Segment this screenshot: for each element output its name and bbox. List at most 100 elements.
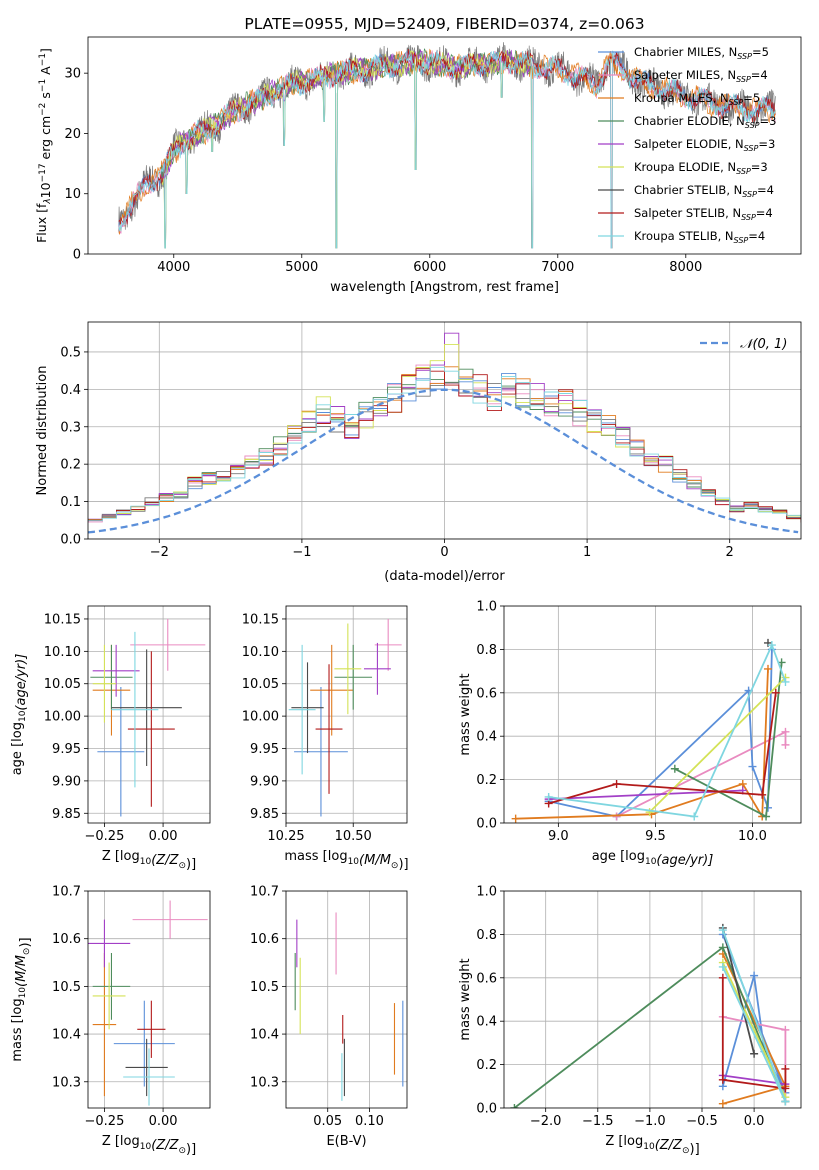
panel-z-mass: −0.25 0.00 10.3 10.4 10.5 10.6 10.7 Z [log10(Z/… [10, 885, 211, 1157]
y-tick-label: 1.0 [476, 885, 497, 900]
errorbar-salpeter-stelib [315, 664, 343, 794]
axes-frame [87, 321, 802, 540]
errorbar-kroupa-stelib [123, 1048, 175, 1106]
x-tick-label: 6000 [413, 260, 446, 275]
x-tick-label: 1 [583, 545, 591, 560]
errorbar-chabrier-elodie [334, 644, 373, 710]
x-axis-label: E(B-V) [326, 1134, 366, 1149]
y-tick-label: 9.90 [250, 774, 279, 789]
x-tick-label: −0.25 [85, 1114, 125, 1129]
legend-label: Chabrier STELIB, NSSP=4 [634, 183, 774, 199]
y-tick-label: 0.2 [476, 1058, 497, 1073]
series-line-kroupa-stelib [118, 50, 776, 249]
weight-marker [544, 792, 553, 801]
weight-marker [612, 812, 621, 821]
weight-series-chabrier-stelib [718, 923, 759, 1058]
errorbar-kroupa-miles [92, 953, 117, 1097]
y-axis-label: mass weight [458, 673, 473, 755]
errorbar-kroupa-stelib [111, 631, 159, 788]
y-tick-label: 10.3 [52, 1075, 81, 1090]
y-tick-label: 30 [64, 67, 81, 82]
errorbar-salpeter-elodie [92, 644, 140, 697]
y-tick-label: 0.3 [60, 420, 81, 435]
weight-marker [771, 688, 780, 697]
x-axis-label: Z [log10(Z/Z⊙)] [605, 1134, 699, 1157]
errorbar-chabrier-elodie [92, 953, 131, 1020]
weight-marker [781, 740, 790, 749]
chart-title: PLATE=0955, MJD=52409, FIBERID=0374, z=0… [244, 15, 644, 33]
weight-marker [718, 926, 727, 935]
axes-frame [285, 605, 408, 824]
y-tick-label: 0.6 [476, 686, 497, 701]
weight-marker [781, 677, 790, 686]
y-tick-label: 9.85 [52, 807, 81, 822]
x-tick-label: 5000 [285, 260, 318, 275]
weight-marker [750, 1049, 759, 1058]
y-tick-label: 10.3 [250, 1075, 279, 1090]
y-tick-label: 10.6 [52, 932, 81, 947]
x-tick-label: −1.0 [634, 1114, 666, 1129]
weight-marker [758, 790, 767, 799]
errorbar-salpeter-miles [130, 618, 206, 671]
y-tick-label: 20 [64, 127, 81, 142]
weight-line [548, 692, 777, 805]
errorbar-chabrier-miles [97, 686, 145, 817]
plot-area-residuals [88, 322, 801, 539]
y-axis-label: Flux [fλ10−17 erg cm−2 s−1 A−1] [34, 48, 53, 243]
weight-series-salpeter-stelib [544, 688, 780, 808]
x-tick-label: 7000 [541, 260, 574, 275]
y-tick-label: 0.0 [60, 533, 81, 548]
panel-age-weight: 9.0 9.5 10.0 0.0 0.2 0.4 0.6 0.8 1.0 age [log10(a… [458, 600, 802, 868]
y-tick-label: 9.95 [52, 742, 81, 757]
x-axis-label: Z [log10(Z/Z⊙)] [102, 1134, 196, 1157]
y-tick-label: 0.1 [60, 495, 81, 510]
plot-area-z-age [88, 606, 210, 823]
errorbar-kroupa-elodie [334, 623, 362, 715]
weight-marker [767, 641, 776, 650]
weight-marker [690, 812, 699, 821]
weight-line [722, 1074, 786, 1085]
weight-marker [511, 814, 520, 823]
x-tick-label: 8000 [669, 260, 702, 275]
x-tick-label: −0.25 [85, 829, 125, 844]
x-tick-label: 0.05 [313, 1114, 342, 1129]
x-tick-label: 10.0 [738, 829, 767, 844]
legend-label: Kroupa MILES, NSSP=5 [634, 91, 760, 107]
legend-label: Kroupa ELODIE, NSSP=3 [634, 160, 768, 176]
x-tick-label: 0.00 [149, 1114, 178, 1129]
y-tick-label: 10.10 [44, 645, 81, 660]
y-tick-label: 0.5 [60, 345, 81, 360]
y-tick-label: 0.4 [60, 383, 81, 398]
weight-series-salpeter-stelib [718, 973, 790, 1093]
y-tick-label: 0.8 [476, 643, 497, 658]
axes-frame [285, 890, 408, 1109]
y-tick-label: 10.4 [52, 1028, 81, 1043]
weight-line [548, 642, 787, 818]
errorbar-chabrier-elodie [90, 644, 133, 710]
y-axis-label: mass [log10(M/M⊙)] [10, 937, 33, 1061]
x-tick-label: 10.50 [335, 829, 372, 844]
y-tick-label: 10.5 [250, 980, 279, 995]
weight-marker [718, 1099, 727, 1108]
y-tick-label: 10.15 [242, 612, 279, 627]
panel-spectrum: 4000 5000 6000 7000 8000 0 10 20 30 PLATE=0955, M… [34, 15, 802, 295]
axes-frame [87, 605, 211, 824]
errorbar-kroupa-elodie [92, 644, 117, 723]
histogram-kroupa-elodie [88, 343, 801, 523]
legend-label: Chabrier ELODIE, NSSP=3 [634, 114, 776, 130]
y-tick-label: 0 [73, 248, 81, 263]
legend-label: Salpeter MILES, NSSP=4 [634, 68, 768, 84]
y-tick-label: 10.7 [52, 885, 81, 900]
x-axis-label: wavelength [Angstrom, rest frame] [330, 280, 559, 295]
weight-series-kroupa-stelib [544, 641, 790, 821]
histogram-kroupa-stelib [88, 366, 801, 522]
y-tick-label: 0.0 [476, 1102, 497, 1117]
y-tick-label: 9.95 [250, 742, 279, 757]
y-tick-label: 0.2 [476, 773, 497, 788]
x-tick-label: 9.0 [548, 829, 569, 844]
weight-line [648, 676, 787, 813]
gaussian-curve [88, 388, 799, 534]
errorbar-kroupa-elodie [92, 962, 126, 1030]
errorbar-chabrier-stelib [125, 1038, 168, 1097]
